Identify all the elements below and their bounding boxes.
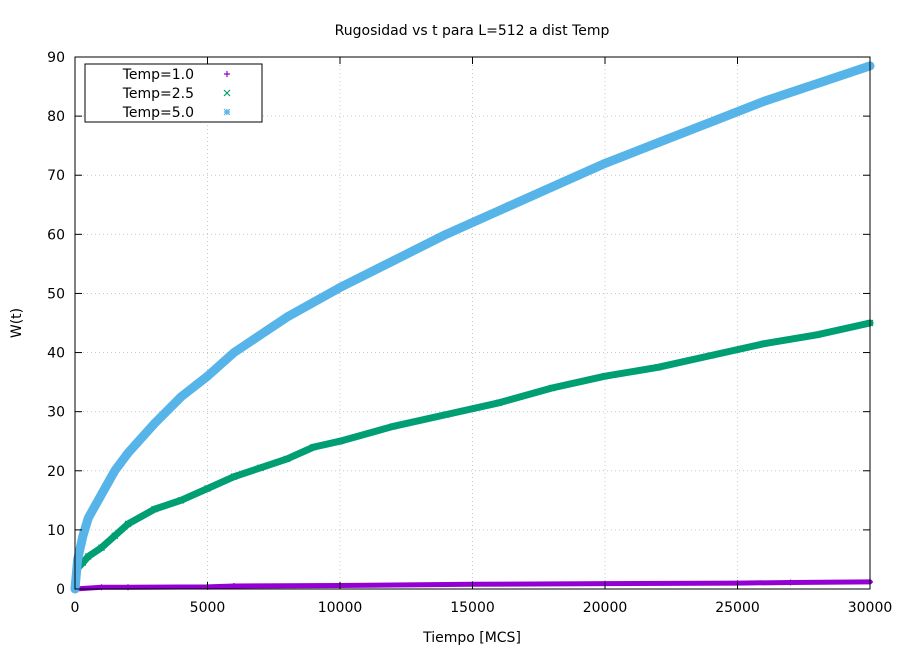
data-point <box>151 420 158 427</box>
data-point <box>177 496 185 504</box>
series-line <box>70 61 875 594</box>
data-point <box>230 473 238 481</box>
data-point <box>813 80 821 88</box>
data-point <box>79 532 87 540</box>
series-temp-2-5 <box>71 319 874 593</box>
y-tick-label: 10 <box>47 523 65 539</box>
y-tick-label: 60 <box>47 227 65 243</box>
x-tick-label: 25000 <box>715 600 760 616</box>
data-point <box>310 298 317 306</box>
data-point <box>283 455 291 463</box>
data-point <box>111 467 119 475</box>
y-tick-label: 0 <box>56 582 65 598</box>
data-point <box>548 183 556 191</box>
data-point <box>257 464 264 472</box>
data-point <box>654 139 662 147</box>
legend-box <box>84 63 263 123</box>
x-tick-label: 0 <box>71 600 80 616</box>
data-point <box>548 384 556 392</box>
y-tick-label: 80 <box>47 109 65 125</box>
data-point <box>707 352 715 359</box>
data-point <box>204 372 211 380</box>
y-tick-label: 40 <box>47 346 65 362</box>
series-layer <box>70 61 875 594</box>
chart-title: Rugosidad vs t para L=512 a dist Temp <box>335 23 610 39</box>
data-point <box>98 490 105 498</box>
legend-markers <box>223 71 231 116</box>
data-point <box>283 313 291 321</box>
data-point <box>230 349 238 356</box>
legend-label-temp-5-0: Temp=5.0 <box>122 105 194 121</box>
legend-marker <box>223 89 231 97</box>
data-point <box>389 423 397 430</box>
data-point <box>204 485 211 492</box>
y-tick-label: 50 <box>47 286 65 302</box>
data-point <box>601 372 609 380</box>
data-point <box>654 363 662 371</box>
data-point <box>601 159 609 167</box>
data-point <box>231 583 237 590</box>
legend-marker <box>223 108 231 116</box>
data-point <box>336 284 344 291</box>
data-point <box>177 393 185 401</box>
data-point <box>137 434 145 442</box>
x-tick-label: 30000 <box>848 600 893 616</box>
y-tick-label: 70 <box>47 168 65 184</box>
data-point <box>787 579 794 586</box>
data-point <box>257 331 264 339</box>
series-temp-5-0 <box>70 61 875 594</box>
legend: Temp=1.0 Temp=2.5 Temp=5.0 <box>84 63 263 123</box>
data-point <box>111 532 119 540</box>
data-point <box>74 556 82 563</box>
data-point <box>707 118 715 126</box>
y-tick-label: 20 <box>47 464 65 480</box>
legend-label-temp-2-5: Temp=2.5 <box>122 86 194 102</box>
legend-label-temp-1-0: Temp=1.0 <box>122 67 194 83</box>
x-tick-label: 20000 <box>583 600 628 616</box>
data-point <box>389 257 397 265</box>
data-point <box>124 520 132 528</box>
data-point <box>151 505 158 513</box>
data-point <box>84 514 92 522</box>
axis-ticks: 0 5000 10000 15000 20000 25000 30000 0 10 20 30 40 5… <box>47 50 892 616</box>
data-point <box>98 544 105 552</box>
y-tick-label: 90 <box>47 50 65 66</box>
y-tick-label: 30 <box>47 405 65 421</box>
x-tick-label: 10000 <box>318 600 363 616</box>
data-point <box>124 449 132 457</box>
data-point <box>84 553 92 560</box>
data-point <box>495 207 503 215</box>
data-point <box>442 230 450 238</box>
data-point <box>442 411 450 419</box>
grid <box>75 57 870 589</box>
y-axis-label: W(t) <box>9 308 25 338</box>
data-point <box>760 340 768 348</box>
data-point <box>310 443 317 451</box>
data-point <box>813 331 821 339</box>
x-tick-label: 5000 <box>190 600 226 616</box>
x-tick-label: 15000 <box>450 600 495 616</box>
x-axis-label: Tiempo [MCS] <box>422 630 521 646</box>
data-point <box>495 399 503 407</box>
legend-marker <box>224 71 230 77</box>
data-point <box>760 97 768 105</box>
data-point <box>336 437 344 445</box>
